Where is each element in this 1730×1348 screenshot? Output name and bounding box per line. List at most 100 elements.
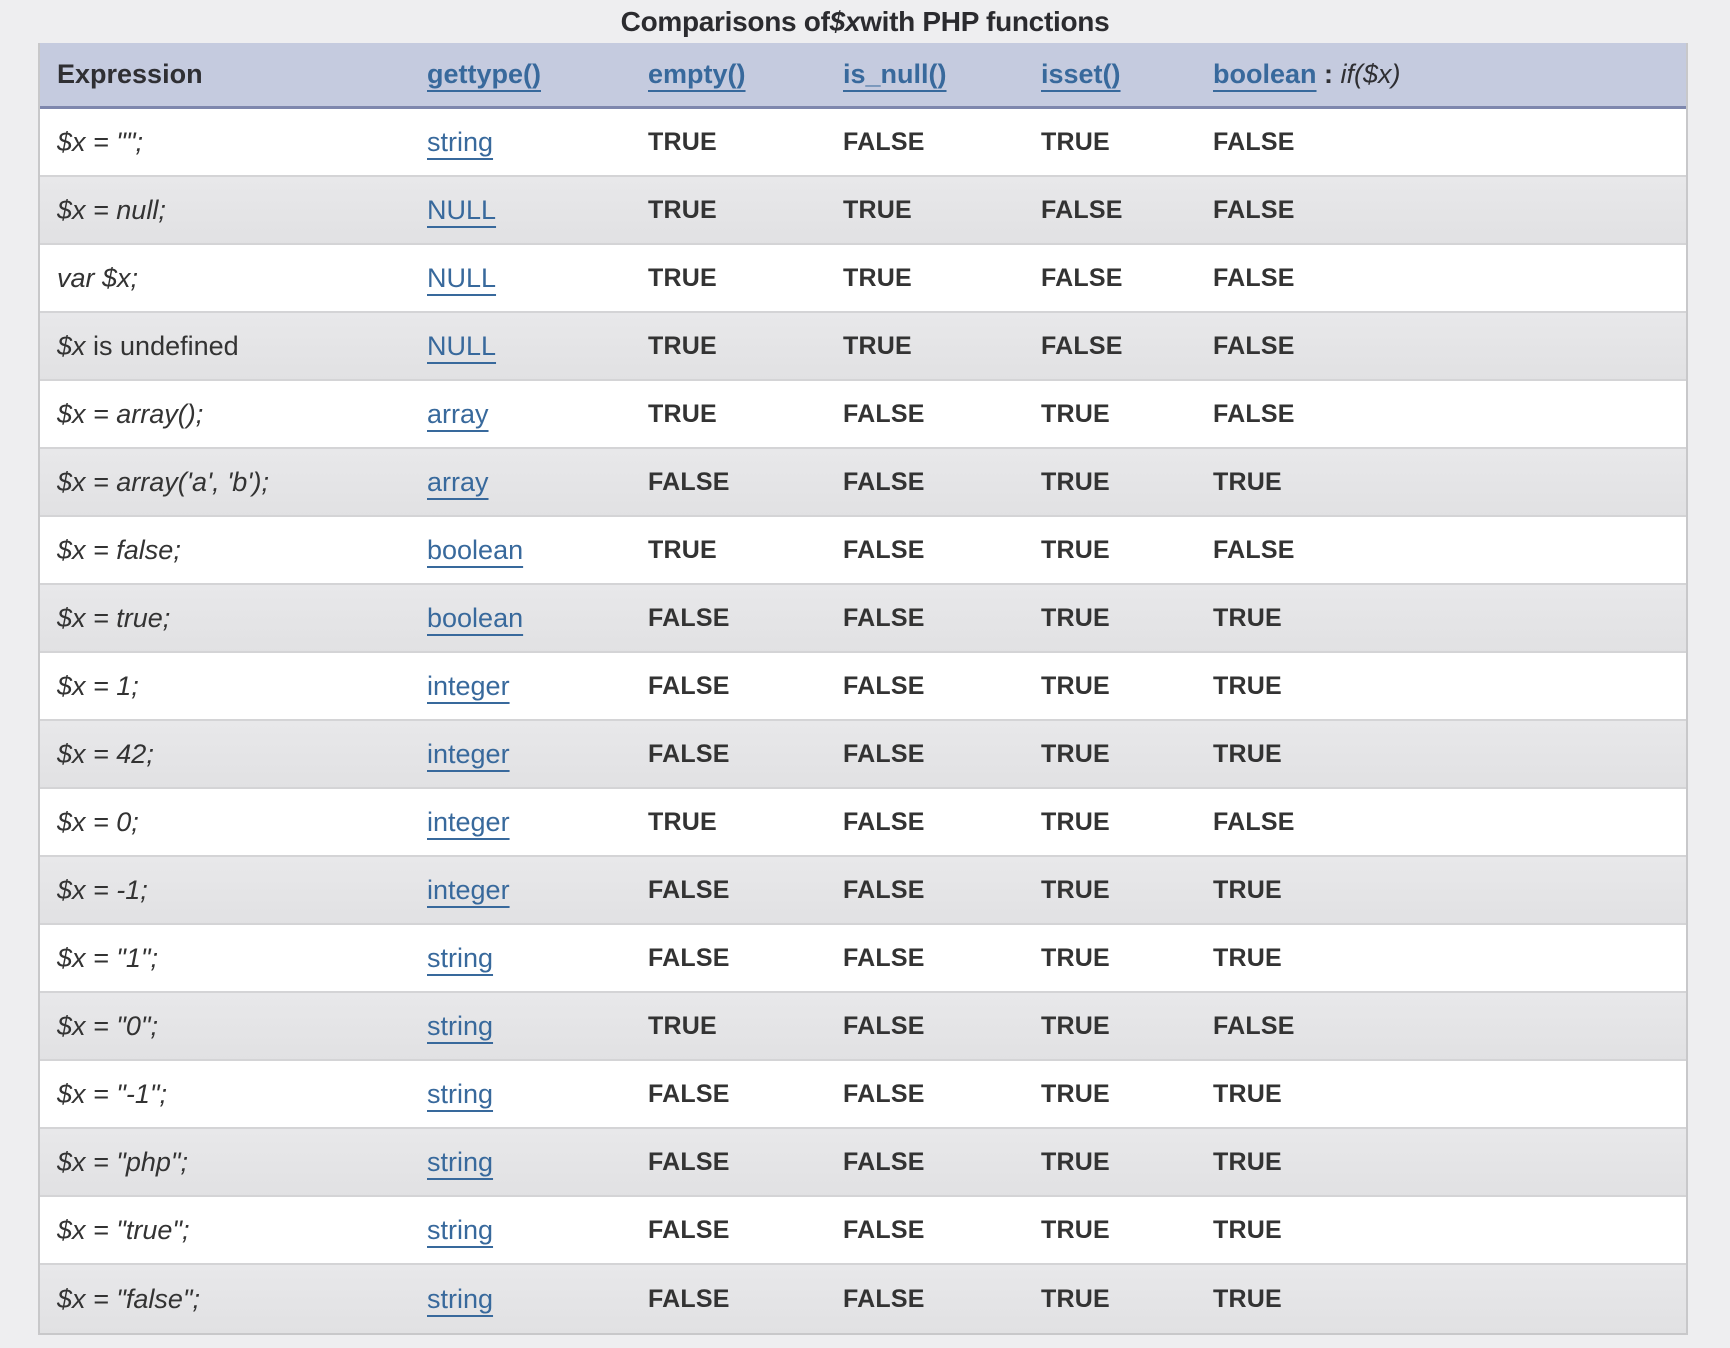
is-null-cell: FALSE (826, 449, 1024, 517)
expression-cell: $x = array('a', 'b'); (40, 449, 410, 517)
empty-value: FALSE (648, 943, 730, 972)
empty-header-link[interactable]: empty() (648, 59, 746, 89)
is-null-cell: FALSE (826, 1197, 1024, 1265)
is-null-value: FALSE (843, 535, 925, 564)
isset-cell: TRUE (1024, 381, 1196, 449)
empty-value: TRUE (648, 127, 717, 156)
is-null-value: FALSE (843, 1147, 925, 1176)
expression-cell: $x = "-1"; (40, 1061, 410, 1129)
isset-cell: TRUE (1024, 857, 1196, 925)
isset-value: TRUE (1041, 875, 1110, 904)
expression-italic: var $x; (57, 262, 139, 293)
is-null-value: FALSE (843, 127, 925, 156)
boolean-cell: TRUE (1196, 857, 1686, 925)
expression-cell: $x = null; (40, 177, 410, 245)
isset-value: TRUE (1041, 603, 1110, 632)
isset-value: TRUE (1041, 1147, 1110, 1176)
expression-italic: $x = null; (57, 194, 166, 225)
isset-cell: TRUE (1024, 653, 1196, 721)
gettype-link[interactable]: string (427, 1146, 494, 1177)
empty-value: TRUE (648, 331, 717, 360)
gettype-link[interactable]: string (427, 126, 494, 157)
expression-cell: $x = "php"; (40, 1129, 410, 1197)
empty-value: TRUE (648, 399, 717, 428)
is-null-cell: FALSE (826, 925, 1024, 993)
empty-cell: FALSE (631, 721, 826, 789)
is-null-cell: TRUE (826, 177, 1024, 245)
gettype-link[interactable]: string (427, 1214, 494, 1245)
gettype-header-link[interactable]: gettype() (427, 59, 541, 89)
isset-cell: TRUE (1024, 789, 1196, 857)
empty-cell: TRUE (631, 517, 826, 585)
gettype-link[interactable]: string (427, 942, 494, 973)
is-null-header-link[interactable]: is_null() (843, 59, 947, 89)
gettype-link[interactable]: NULL (427, 330, 497, 361)
empty-value: TRUE (648, 1011, 717, 1040)
gettype-cell: string (410, 1265, 631, 1333)
boolean-value: FALSE (1213, 127, 1295, 156)
expression-italic: $x = "0"; (57, 1010, 158, 1041)
gettype-link[interactable]: NULL (427, 262, 497, 293)
boolean-value: FALSE (1213, 195, 1295, 224)
boolean-value: TRUE (1213, 467, 1282, 496)
expression-cell: $x = 42; (40, 721, 410, 789)
is-null-value: FALSE (843, 399, 925, 428)
isset-header-link[interactable]: isset() (1041, 59, 1121, 89)
boolean-value: FALSE (1213, 263, 1295, 292)
expression-italic: $x = "-1"; (57, 1078, 167, 1109)
gettype-link[interactable]: array (427, 466, 489, 497)
empty-cell: TRUE (631, 993, 826, 1061)
is-null-value: FALSE (843, 1284, 925, 1313)
empty-value: FALSE (648, 1215, 730, 1244)
gettype-link[interactable]: string (427, 1010, 494, 1041)
boolean-cell: FALSE (1196, 245, 1686, 313)
gettype-cell: boolean (410, 517, 631, 585)
expression-cell: $x = "true"; (40, 1197, 410, 1265)
isset-cell: TRUE (1024, 1197, 1196, 1265)
gettype-link[interactable]: string (427, 1078, 494, 1109)
table-row: $x = 1; integer FALSE FALSE TRUE TRUE (40, 653, 1686, 721)
gettype-link[interactable]: integer (427, 738, 510, 769)
boolean-cell: FALSE (1196, 993, 1686, 1061)
isset-value: TRUE (1041, 127, 1110, 156)
is-null-cell: TRUE (826, 245, 1024, 313)
gettype-link[interactable]: integer (427, 874, 510, 905)
is-null-value: TRUE (843, 263, 912, 292)
is-null-cell: FALSE (826, 1129, 1024, 1197)
table-row: $x = array('a', 'b'); array FALSE FALSE … (40, 449, 1686, 517)
gettype-link[interactable]: boolean (427, 534, 524, 565)
empty-cell: FALSE (631, 925, 826, 993)
empty-value: FALSE (648, 603, 730, 632)
empty-value: FALSE (648, 467, 730, 496)
boolean-cell: TRUE (1196, 721, 1686, 789)
isset-value: TRUE (1041, 1079, 1110, 1108)
isset-value: TRUE (1041, 467, 1110, 496)
boolean-value: FALSE (1213, 535, 1295, 564)
gettype-link[interactable]: integer (427, 806, 510, 837)
gettype-link[interactable]: string (427, 1283, 494, 1314)
expression-italic: $x = -1; (57, 874, 148, 905)
empty-cell: TRUE (631, 381, 826, 449)
isset-value: TRUE (1041, 1215, 1110, 1244)
boolean-header-link[interactable]: boolean (1213, 59, 1317, 89)
boolean-cell: TRUE (1196, 585, 1686, 653)
isset-value: TRUE (1041, 807, 1110, 836)
expression-italic: $x = true; (57, 602, 171, 633)
column-header-expression-label: Expression (57, 59, 203, 89)
expression-italic: $x (57, 330, 86, 361)
empty-cell: FALSE (631, 1061, 826, 1129)
table-row: $x = -1; integer FALSE FALSE TRUE TRUE (40, 857, 1686, 925)
isset-value: TRUE (1041, 1011, 1110, 1040)
is-null-value: TRUE (843, 195, 912, 224)
table-row: $x = 0; integer TRUE FALSE TRUE FALSE (40, 789, 1686, 857)
boolean-cell: TRUE (1196, 653, 1686, 721)
is-null-cell: FALSE (826, 1061, 1024, 1129)
is-null-cell: FALSE (826, 109, 1024, 177)
gettype-link[interactable]: boolean (427, 602, 524, 633)
gettype-cell: array (410, 381, 631, 449)
boolean-value: TRUE (1213, 1079, 1282, 1108)
gettype-link[interactable]: NULL (427, 194, 497, 225)
gettype-link[interactable]: integer (427, 670, 510, 701)
gettype-link[interactable]: array (427, 398, 489, 429)
empty-cell: FALSE (631, 857, 826, 925)
